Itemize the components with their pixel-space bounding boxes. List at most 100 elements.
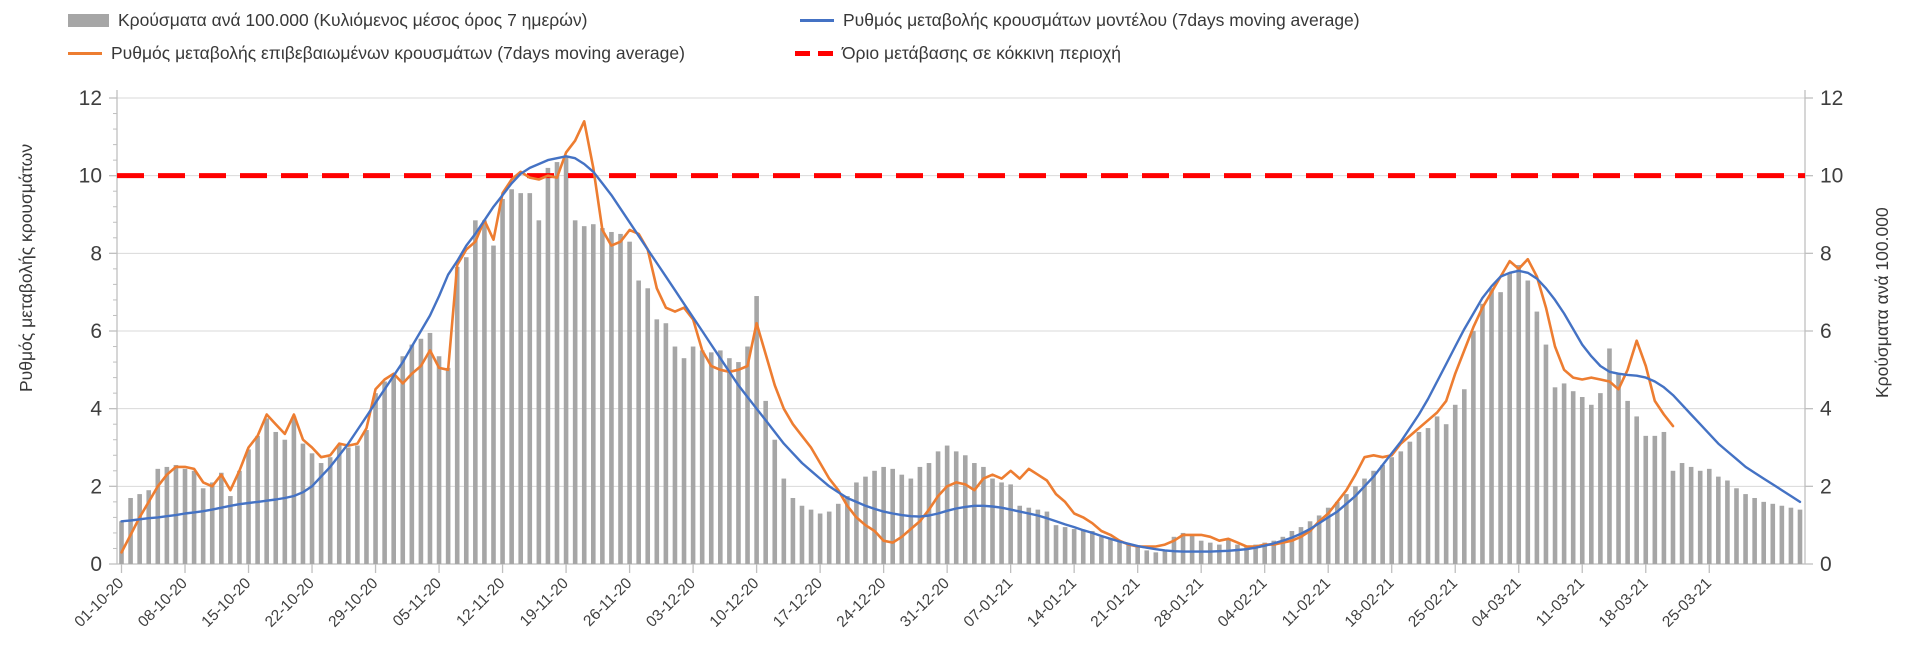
- x-axis-tick-label: 19-11-20: [517, 575, 572, 630]
- x-axis-tick-label: 08-10-20: [135, 575, 191, 631]
- bar: [1561, 383, 1567, 564]
- bar: [572, 220, 578, 564]
- bar: [590, 224, 596, 565]
- bar: [1734, 488, 1739, 564]
- bar: [908, 478, 914, 564]
- bar: [1425, 428, 1431, 564]
- bar: [300, 443, 306, 564]
- bar: [563, 156, 569, 564]
- bar: [627, 241, 632, 564]
- bar: [418, 338, 424, 564]
- x-axis-tick-label: 07-01-21: [961, 575, 1017, 631]
- bar: [1752, 497, 1757, 564]
- bar: [1262, 542, 1267, 564]
- bar: [718, 350, 723, 564]
- bar: [1244, 546, 1249, 564]
- bar: [1362, 478, 1367, 564]
- bar: [1407, 441, 1413, 564]
- left-axis-tick-label: 2: [90, 475, 102, 498]
- bar: [1180, 532, 1186, 564]
- bar: [291, 416, 297, 564]
- bar: [182, 468, 188, 564]
- x-axis-tick-label: 25-02-21: [1405, 575, 1461, 631]
- bar: [191, 470, 197, 564]
- bar: [1026, 507, 1032, 564]
- right-axis-title: Κρούσματα ανά 100.000: [1872, 207, 1892, 398]
- right-axis-tick-label: 4: [1820, 398, 1832, 421]
- legend-item-confirmed-rate: Ρυθμός μεταβολής επιβεβαιωμένων κρουσμάτ…: [68, 43, 685, 64]
- bar: [427, 332, 433, 564]
- bar: [518, 193, 524, 564]
- bar: [1280, 536, 1286, 564]
- bar: [346, 447, 351, 564]
- bar: [336, 445, 342, 564]
- right-axis-tick-label: 10: [1820, 165, 1843, 188]
- bar: [826, 511, 832, 564]
- bar: [1289, 530, 1295, 564]
- bar: [409, 344, 415, 564]
- x-axis-tick-label: 28-01-21: [1151, 575, 1207, 631]
- left-axis-tick-label: 6: [90, 320, 102, 343]
- bar: [1462, 389, 1467, 564]
- x-axis-tick-label: 31-12-20: [897, 575, 953, 631]
- bar: [618, 233, 623, 564]
- left-axis-title: Ρυθμός μεταβολής κρουσμάτων: [16, 143, 36, 392]
- bar: [1135, 546, 1140, 564]
- bar: [119, 521, 124, 564]
- bar: [463, 257, 469, 564]
- bar: [817, 513, 823, 564]
- right-axis-tick-label: 6: [1820, 320, 1832, 343]
- legend-label-cases-bars: Κρούσματα ανά 100.000 (Κυλιόμενος μέσος …: [118, 10, 588, 30]
- bar: [327, 457, 333, 564]
- bar: [128, 497, 133, 564]
- bar: [473, 220, 478, 564]
- bar: [200, 488, 206, 564]
- left-axis-tick-label: 4: [90, 398, 102, 421]
- bar: [999, 482, 1004, 564]
- bar: [219, 472, 224, 564]
- bar: [1697, 470, 1703, 564]
- bar: [1716, 476, 1721, 564]
- bar: [1298, 527, 1304, 564]
- bar: [772, 439, 778, 564]
- bar-swatch-icon: [68, 14, 109, 27]
- bar: [1371, 470, 1376, 564]
- left-axis-tick-label: 10: [79, 165, 102, 188]
- bar: [808, 509, 814, 564]
- x-axis-tick-label: 29-10-20: [325, 575, 381, 631]
- bar: [1207, 542, 1213, 564]
- bar: [1235, 544, 1240, 564]
- bar: [935, 451, 941, 564]
- bar: [1552, 387, 1558, 564]
- bar: [1353, 486, 1358, 564]
- bar: [137, 494, 142, 564]
- bar: [645, 288, 651, 564]
- right-axis-tick-label: 2: [1820, 475, 1832, 498]
- bar: [482, 220, 487, 564]
- bar: [445, 367, 451, 564]
- bar: [1761, 501, 1767, 564]
- bar: [1344, 494, 1349, 564]
- bar: [1688, 466, 1694, 564]
- bar: [1516, 264, 1522, 564]
- bar: [400, 356, 406, 564]
- right-axis-tick-label: 12: [1820, 87, 1843, 110]
- bar: [1434, 416, 1440, 564]
- bar: [1534, 311, 1540, 564]
- right-axis-tick-label: 8: [1820, 242, 1832, 265]
- bar: [1217, 544, 1222, 564]
- left-axis-tick-label: 12: [79, 87, 102, 110]
- bar: [527, 193, 533, 564]
- bar: [1099, 536, 1104, 564]
- bar: [1090, 530, 1095, 564]
- bar: [1334, 501, 1340, 564]
- bar: [1153, 552, 1159, 564]
- x-axis-tick-label: 01-10-20: [71, 575, 127, 631]
- bar: [382, 381, 387, 564]
- bar: [1616, 373, 1621, 564]
- bar: [781, 478, 787, 564]
- legend-item-cases-bars: Κρούσματα ανά 100.000 (Κυλιόμενος μέσος …: [68, 10, 587, 31]
- bar: [1008, 484, 1013, 564]
- bar: [854, 482, 859, 564]
